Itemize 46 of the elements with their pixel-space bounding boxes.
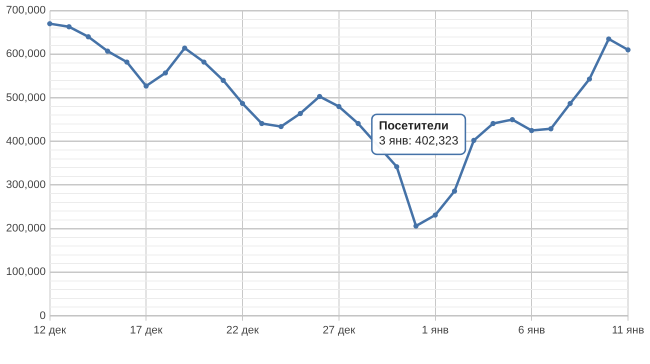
y-tick-label: 100,000 <box>6 266 46 278</box>
point <box>66 24 72 30</box>
x-tick-label: 17 дек <box>130 324 163 336</box>
annotation: Посетители 3 янв: 402,323 <box>378 118 459 148</box>
point <box>278 124 284 130</box>
point <box>548 126 554 132</box>
point <box>162 70 168 76</box>
point <box>586 76 592 82</box>
point <box>625 47 631 52</box>
point <box>104 48 110 54</box>
point <box>394 164 400 170</box>
point <box>356 120 361 126</box>
point <box>201 59 207 65</box>
point <box>568 100 573 106</box>
y-tick-label: 500,000 <box>6 92 46 104</box>
x-tick-label: 1 янв <box>422 324 449 336</box>
x-tick-label: 6 янв <box>518 324 546 336</box>
point <box>510 117 515 122</box>
x-tick-label: 12 дек <box>33 324 66 336</box>
y-tick-label: 400,000 <box>6 135 46 148</box>
y-tick-label: 200,000 <box>6 222 46 235</box>
y-tick-label: 300,000 <box>6 179 46 192</box>
y-tick-label: 700,000 <box>6 4 46 17</box>
point <box>317 94 322 100</box>
point <box>259 120 264 126</box>
y-tick-label: 600,000 <box>6 48 46 60</box>
point <box>298 110 303 116</box>
point <box>47 21 52 26</box>
point <box>413 223 419 229</box>
point <box>490 120 496 126</box>
point <box>471 138 476 143</box>
point <box>606 36 612 42</box>
point <box>336 104 342 110</box>
point <box>452 188 458 194</box>
point <box>144 83 149 89</box>
point <box>124 59 130 65</box>
point <box>529 128 534 134</box>
point <box>432 212 438 218</box>
x-tick-label: 22 дек <box>226 324 260 336</box>
x-tick-label: 27 дек <box>322 324 356 336</box>
point <box>86 34 91 40</box>
point <box>240 100 246 106</box>
point <box>182 45 188 51</box>
point <box>220 78 226 83</box>
x-tick-label: 11 янв <box>612 324 644 336</box>
y-tick-label: 0 <box>40 310 46 322</box>
